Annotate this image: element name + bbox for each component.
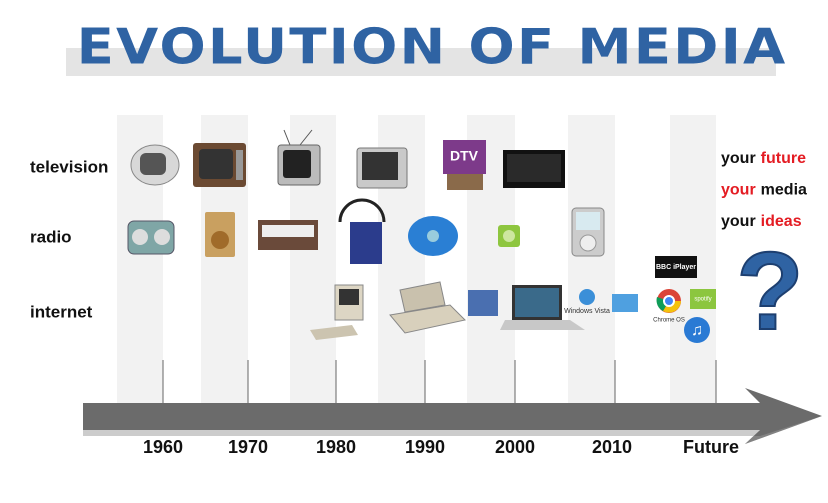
spotify-logo: spotify bbox=[694, 297, 711, 303]
arrow-shadow bbox=[83, 416, 822, 444]
year-labels: 1960 1970 1980 1990 2000 2010 Future bbox=[143, 437, 739, 457]
slogan-line: your future bbox=[721, 150, 806, 167]
year-label: 1980 bbox=[316, 437, 356, 457]
slogan: your future your media your ideas bbox=[721, 150, 807, 230]
slogan-word: future bbox=[761, 150, 806, 167]
slogan-word: your bbox=[721, 213, 756, 230]
row-label: television bbox=[30, 157, 108, 176]
chrome-logo: Chrome OS bbox=[653, 318, 685, 324]
slogan-line: your media bbox=[721, 182, 807, 199]
slogan-word: your bbox=[721, 150, 756, 167]
svg-text:♫: ♫ bbox=[691, 322, 703, 339]
slogan-line: your ideas bbox=[721, 213, 802, 230]
slogan-word: your bbox=[721, 182, 756, 199]
slogan-word: media bbox=[761, 182, 807, 199]
title-band bbox=[66, 48, 776, 76]
year-label: 1960 bbox=[143, 437, 183, 457]
year-label: Future bbox=[683, 437, 739, 457]
question-mark: ? bbox=[736, 230, 803, 353]
dtv-screen bbox=[446, 146, 476, 162]
year-label: 2000 bbox=[495, 437, 535, 457]
slogan-word: ideas bbox=[761, 213, 802, 230]
computer-icons: Windows Vista BBC iPlayer Chrome OS spot… bbox=[310, 256, 716, 343]
year-label: 1990 bbox=[405, 437, 445, 457]
radio-icons bbox=[127, 198, 605, 264]
title: EVOLUTION OF MEDIA bbox=[77, 19, 788, 76]
bbc-logo: BBC iPlayer bbox=[656, 264, 696, 271]
tv-icons bbox=[130, 129, 565, 190]
row-label: radio bbox=[30, 227, 72, 246]
year-label: 1970 bbox=[228, 437, 268, 457]
ticks bbox=[162, 360, 717, 410]
dtv-logo: DTV bbox=[450, 148, 479, 164]
year-label: 2010 bbox=[592, 437, 632, 457]
row-label: internet bbox=[30, 302, 93, 321]
vista-logo: Windows Vista bbox=[564, 308, 610, 315]
